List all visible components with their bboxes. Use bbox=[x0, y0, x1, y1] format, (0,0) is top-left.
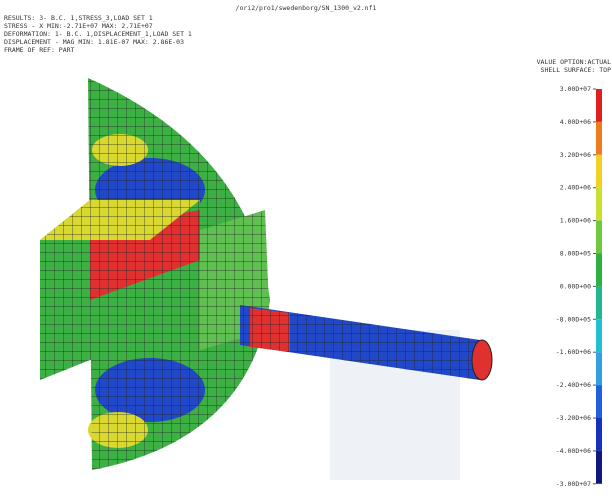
shaft-mesh bbox=[240, 305, 480, 380]
color-swatch bbox=[596, 187, 602, 221]
legend-label: -2.40D+06 bbox=[556, 381, 591, 389]
color-swatch bbox=[596, 450, 602, 484]
legend-label: 1.60D+06 bbox=[560, 217, 591, 225]
color-swatch bbox=[596, 220, 602, 254]
legend-label: 8.00D+05 bbox=[560, 250, 591, 258]
info-line: FRAME OF REF: PART bbox=[4, 46, 75, 54]
color-swatch bbox=[596, 352, 602, 386]
info-line: DEFORMATION: 1- B.C. 1,DISPLACEMENT_1,LO… bbox=[4, 30, 192, 38]
info-line: STRESS - X MIN:-2.71E+07 MAX: 2.71E+07 bbox=[4, 22, 153, 30]
color-swatch bbox=[596, 121, 602, 155]
info-line: RESULTS: 3- B.C. 1,STRESS_3,LOAD SET 1 bbox=[4, 14, 153, 22]
legend-label: -8.00D+05 bbox=[556, 315, 591, 323]
color-swatch bbox=[596, 418, 602, 451]
color-bar: 3.00D+07 4.00D+06 3.20D+06 2.40D+06 1.60D+06… bbox=[556, 85, 602, 488]
color-swatch bbox=[596, 286, 602, 320]
file-path: /ori2/pro1/swedenborg/SN_1300_v2.nf1 bbox=[236, 4, 377, 12]
legend-label: -4.00D+06 bbox=[556, 447, 591, 455]
color-swatch bbox=[596, 385, 602, 418]
legend-label: 3.00D+07 bbox=[560, 85, 591, 93]
info-block: RESULTS: 3- B.C. 1,STRESS_3,LOAD SET 1ST… bbox=[4, 14, 192, 54]
shaft-end bbox=[471, 339, 493, 381]
info-line: DISPLACEMENT - MAG MIN: 1.81E-07 MAX: 2.… bbox=[4, 38, 184, 46]
option-line: SHELL SURFACE: TOP bbox=[541, 66, 612, 74]
color-swatch bbox=[596, 89, 602, 122]
color-swatch bbox=[596, 319, 602, 353]
option-line: VALUE OPTION:ACTUAL bbox=[537, 58, 611, 66]
color-swatch bbox=[596, 253, 602, 287]
color-swatch bbox=[596, 154, 602, 188]
legend-label: 3.20D+06 bbox=[560, 151, 591, 159]
legend-label: -3.20D+06 bbox=[556, 414, 591, 422]
legend-label: -1.60D+06 bbox=[556, 348, 591, 356]
fea-model bbox=[40, 78, 493, 470]
legend-label: 2.40D+06 bbox=[560, 184, 591, 192]
legend-label: -3.00D+07 bbox=[556, 480, 591, 488]
legend-label: 0.00D+00 bbox=[560, 282, 591, 290]
box-mesh bbox=[40, 200, 200, 380]
legend-label: 4.00D+06 bbox=[560, 118, 591, 126]
